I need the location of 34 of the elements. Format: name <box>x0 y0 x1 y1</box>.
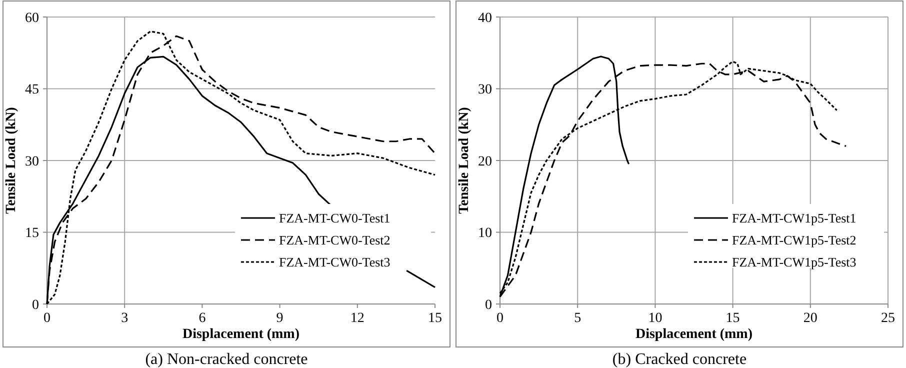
x-tick-label: 6 <box>198 311 206 326</box>
y-tick-label: 30 <box>25 154 39 170</box>
x-tick-label: 0 <box>496 311 504 326</box>
x-tick-label: 15 <box>428 311 442 326</box>
y-axis-title: Tensile Load (kN) <box>4 106 19 214</box>
x-axis-title: Displacement (mm) <box>182 327 300 342</box>
legend-label: FZA-MT-CW0-Test3 <box>279 254 390 270</box>
x-tick-label: 20 <box>803 311 818 326</box>
legend-label: FZA-MT-CW1p5-Test3 <box>732 254 856 270</box>
y-tick-label: 20 <box>478 154 492 170</box>
legend-label: FZA-MT-CW0-Test1 <box>279 210 390 226</box>
legend-label: FZA-MT-CW1p5-Test1 <box>732 210 856 226</box>
x-axis-title: Displacement (mm) <box>635 327 753 342</box>
x-tick-label: 3 <box>121 311 128 326</box>
y-tick-label: 40 <box>478 10 492 26</box>
x-tick-label: 12 <box>350 311 364 326</box>
x-tick-label: 15 <box>726 311 740 326</box>
x-tick-label: 10 <box>648 311 662 326</box>
x-tick-label: 0 <box>44 311 50 326</box>
y-tick-label: 45 <box>25 82 39 98</box>
legend-label: FZA-MT-CW1p5-Test2 <box>732 232 856 248</box>
y-tick-label: 30 <box>478 82 492 98</box>
text: (b) Cracked concrete <box>612 351 747 368</box>
y-tick-label: 10 <box>478 226 492 242</box>
x-tick-label: 9 <box>276 311 284 326</box>
y-tick-label: 60 <box>25 10 39 26</box>
y-tick-label: 15 <box>25 226 39 242</box>
x-tick-label: 25 <box>881 311 895 326</box>
legend-label: FZA-MT-CW0-Test2 <box>279 232 390 248</box>
y-tick-label: 0 <box>32 298 39 313</box>
y-tick-label: 0 <box>485 298 492 313</box>
text: (a) Non-cracked concrete <box>145 351 308 368</box>
y-axis-title: Tensile Load (kN) <box>457 106 472 214</box>
x-tick-label: 5 <box>574 311 582 326</box>
